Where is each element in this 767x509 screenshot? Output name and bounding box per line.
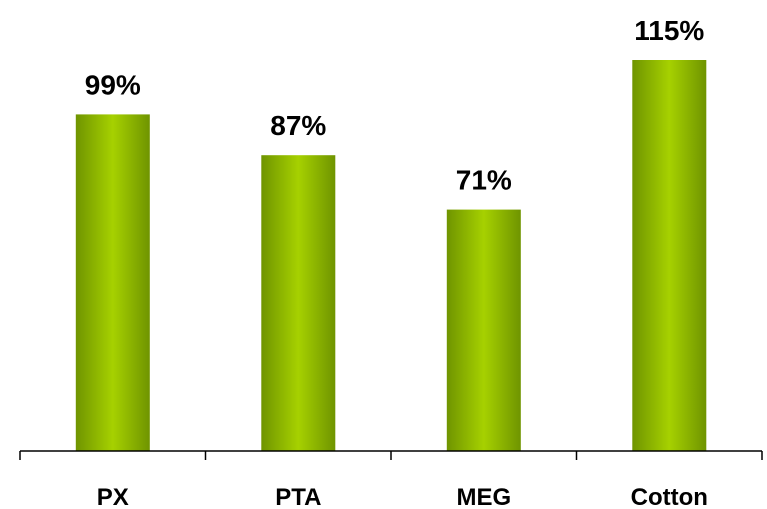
bars-group bbox=[75, 60, 707, 452]
bar-cotton bbox=[632, 60, 707, 451]
value-label-meg: 71% bbox=[456, 165, 512, 196]
tick-label-cotton: Cotton bbox=[631, 484, 708, 509]
bar-px bbox=[75, 114, 150, 452]
tick-label-meg: MEG bbox=[456, 484, 511, 509]
x-tick-labels-group: PX PTA MEG Cotton bbox=[97, 484, 708, 509]
tick-label-pta: PTA bbox=[275, 484, 321, 509]
tick-label-px: PX bbox=[97, 484, 129, 509]
value-label-px: 99% bbox=[85, 69, 141, 100]
value-label-pta: 87% bbox=[270, 110, 326, 141]
x-axis bbox=[19, 450, 763, 460]
value-labels-group: 99% 87% 71% 115% bbox=[85, 15, 705, 196]
value-label-cotton: 115% bbox=[634, 15, 704, 46]
bar-pta bbox=[261, 155, 336, 451]
bar-meg bbox=[446, 209, 521, 451]
